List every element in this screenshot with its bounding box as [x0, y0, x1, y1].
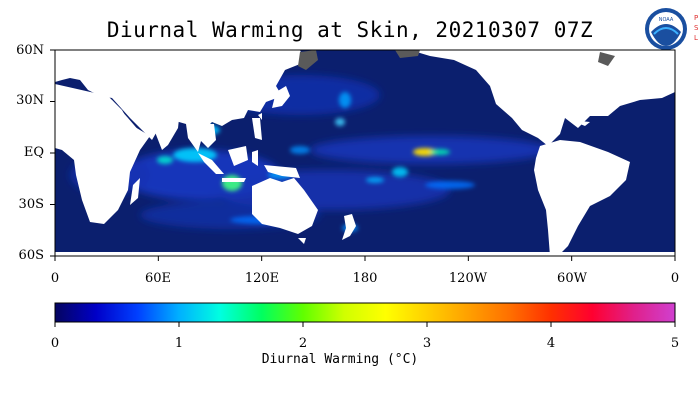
colorbar-tick-2: 2: [298, 336, 308, 351]
land-south-america: [534, 140, 630, 256]
land-java: [222, 178, 246, 182]
land-japan: [272, 86, 290, 108]
colorbar-ticks: [54, 322, 676, 327]
x-label-0: 0: [50, 271, 60, 286]
colorbar-tick-1: 1: [174, 336, 184, 351]
land-cuba: [570, 120, 590, 126]
land-australia: [252, 178, 318, 234]
colorbar-tick-4: 4: [546, 336, 556, 351]
x-label-120w: 120W: [448, 271, 488, 286]
land-north-america: [410, 50, 675, 146]
logo-text: NOAA: [659, 17, 674, 23]
sea-ice: [298, 50, 615, 70]
ice-okhotsk: [298, 50, 318, 70]
land-sumatra: [198, 153, 224, 174]
axis-ticks: [50, 49, 676, 261]
ice-bering: [395, 50, 420, 58]
y-label-60s: 60S: [18, 248, 44, 263]
x-label-180: 180: [352, 271, 378, 286]
y-label-30s: 30S: [18, 197, 44, 212]
x-label-60w: 60W: [557, 271, 587, 286]
land-new-zealand: [342, 214, 356, 240]
colorbar: [54, 302, 676, 323]
map-title: Diurnal Warming at Skin, 20210307 07Z: [106, 18, 594, 42]
land-arabia: [100, 98, 140, 138]
land-taiwan: [258, 113, 262, 120]
land-philippines: [252, 118, 262, 140]
svg-text:P: P: [694, 14, 698, 22]
land-tasmania: [298, 238, 306, 244]
y-label-30n: 30N: [16, 93, 44, 108]
svg-text:S: S: [694, 24, 699, 32]
x-label-0-end: 0: [670, 271, 680, 286]
ice-labrador: [598, 52, 615, 66]
land-eurasia: [55, 50, 305, 152]
x-label-120e: 120E: [244, 271, 280, 286]
land-new-guinea: [264, 165, 300, 178]
colorbar-title: Diurnal Warming (°C): [261, 352, 419, 367]
x-label-60e: 60E: [144, 271, 172, 286]
colorbar-tick-3: 3: [422, 336, 432, 351]
land-antarctica: [55, 252, 675, 256]
y-label-60n: 60N: [16, 43, 44, 58]
land-madagascar: [130, 178, 140, 205]
y-label-eq: EQ: [23, 145, 44, 160]
land-borneo: [228, 146, 248, 166]
land-indochina: [196, 124, 216, 148]
land-sulawesi: [252, 150, 258, 166]
colorbar-tick-0: 0: [50, 336, 60, 351]
svg-text:L: L: [694, 34, 698, 42]
land-masses: [55, 50, 675, 256]
colorbar-tick-5: 5: [670, 336, 680, 351]
noaa-logo: NOAA P S L: [645, 8, 699, 50]
land-india: [150, 108, 180, 150]
